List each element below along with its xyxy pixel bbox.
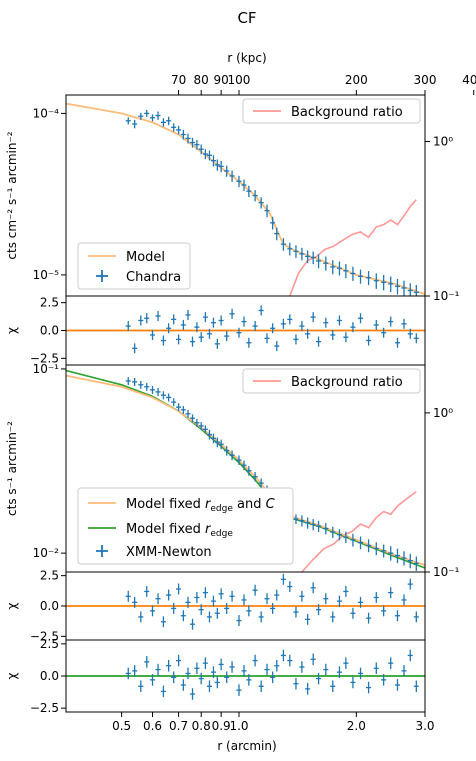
right-tick-label: 10⁻¹: [433, 565, 460, 579]
legend-label: Chandra: [126, 270, 181, 285]
plot-area: [66, 305, 425, 354]
legend-label: Model fixed redge: [126, 522, 233, 539]
background-ratio-line: [301, 490, 417, 572]
model-line: [66, 102, 425, 295]
right-tick-label: 10⁰: [433, 406, 453, 420]
x-tick-label: 3.0: [415, 719, 434, 733]
legend-top: Background ratio: [242, 368, 421, 394]
legend-bottom: Model Chandra: [77, 242, 191, 290]
y-axis-label: χ: [5, 602, 19, 609]
plot-area: [66, 573, 425, 630]
y-tick-label: 0.0: [40, 669, 59, 683]
data-series: [125, 109, 419, 296]
y-axis-label: cts s⁻¹ arcmin⁻²: [5, 421, 19, 516]
top-tick-label: 80: [194, 73, 209, 87]
data-series: [125, 649, 419, 700]
legend-box: [77, 242, 191, 290]
figure-title: CF: [237, 9, 256, 27]
data-series: [125, 377, 419, 571]
plot-area: [66, 649, 425, 700]
y-tick-label: 2.5: [40, 296, 59, 310]
data-series: [125, 573, 419, 630]
right-tick-label: 10⁰: [433, 135, 453, 149]
y-tick-label: 10⁻⁴: [33, 106, 60, 120]
y-tick-label: 10⁻²: [33, 546, 60, 560]
legend-box: [77, 487, 294, 565]
x-tick-label: 0.7: [169, 719, 188, 733]
y-tick-label: 0.0: [40, 599, 59, 613]
right-tick-label: 10⁻¹: [433, 289, 460, 303]
legend-label: XMM-Newton: [126, 545, 212, 560]
legend-label: Background ratio: [291, 105, 403, 120]
chandra-residual-panel: 2.5 0.0 −2.5 χ: [5, 295, 426, 366]
x-axis-label: r (arcmin): [217, 739, 276, 753]
legend-box: [242, 368, 421, 394]
y-tick-label: −2.5: [30, 701, 59, 715]
legend-label: Background ratio: [291, 375, 403, 390]
xmm-residual-panel-fixed-C: 2.5 0.0 −2.5 χ: [5, 569, 426, 643]
y-tick-label: 0.0: [40, 324, 59, 338]
legend-label: Model fixed redge and C: [126, 497, 276, 514]
top-axis-ticks: 708090100200300400500: [171, 73, 476, 95]
y-axis-label: cts cm⁻² s⁻¹ arcmin⁻²: [5, 131, 19, 259]
x-tick-label: 0.9: [212, 719, 231, 733]
top-tick-label: 90: [214, 73, 229, 87]
y-tick-label: 2.5: [40, 637, 59, 651]
legend-box: [242, 98, 421, 124]
legend-label: Model: [126, 250, 165, 265]
x-tick-label: 1.0: [229, 719, 248, 733]
data-series: [125, 305, 419, 354]
y-axis-label: χ: [5, 327, 19, 334]
top-tick-label: 70: [171, 73, 186, 87]
xmm-residual-panel: 2.5 0.0 −2.5 χ 0.5 0.6 0.7 0.8 0.91.0 2.0 3.0: [5, 637, 435, 733]
plot-area: [66, 369, 425, 572]
top-tick-label: 400: [462, 73, 476, 87]
legend-bottom: Model fixed redge and C Model fixed redge…: [77, 487, 294, 565]
xmm-panel: 10⁰ 10⁻¹ 10⁻¹ 10⁻² cts s⁻¹ arcmin⁻² Backgroun…: [5, 362, 460, 579]
y-tick-label: −2.5: [30, 351, 59, 365]
x-tick-label: 2.0: [347, 719, 366, 733]
x-tick-label: 0.6: [143, 719, 162, 733]
chandra-panel: 10⁰ 10⁻¹ 10⁻⁴ 10⁻⁵ cts cm⁻² s⁻¹ arcmin⁻² Back…: [5, 94, 460, 303]
x-tick-label: 0.5: [112, 719, 131, 733]
legend-top: Background ratio: [242, 98, 421, 124]
y-tick-label: 2.5: [40, 569, 59, 583]
y-tick-label: 10⁻⁵: [33, 268, 60, 282]
y-axis-label: χ: [5, 672, 19, 679]
y-tick-label: 10⁻¹: [33, 362, 60, 376]
top-tick-label: 200: [345, 73, 368, 87]
model-fixed-redge-C-line: [66, 374, 425, 567]
y-tick-label: −2.5: [30, 629, 59, 643]
plot-area: [66, 102, 425, 296]
top-axis-label: r (kpc): [227, 51, 266, 65]
top-tick-label: 100: [228, 73, 251, 87]
top-tick-label: 300: [414, 73, 437, 87]
x-tick-label: 0.8: [192, 719, 211, 733]
